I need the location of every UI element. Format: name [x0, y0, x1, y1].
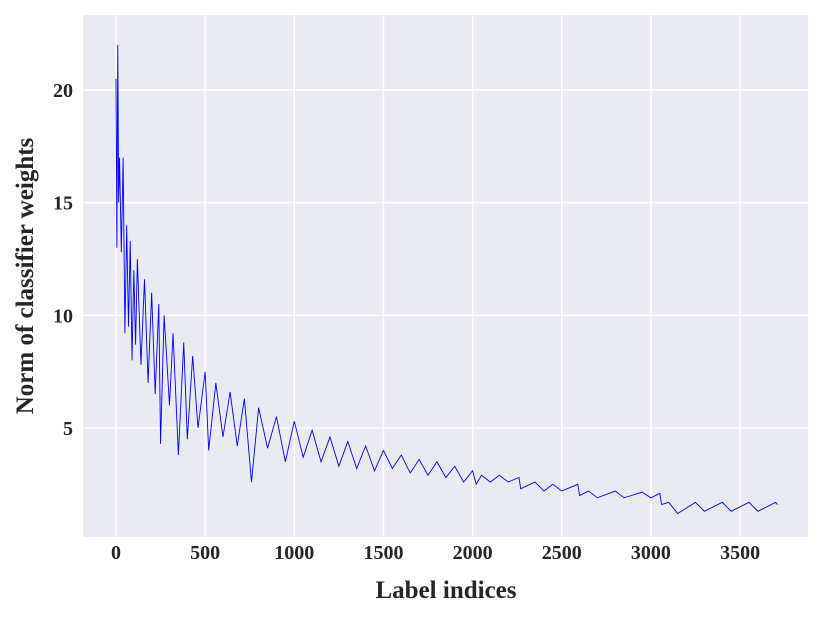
x-tick-label: 3500 — [720, 542, 760, 564]
plot-area — [83, 15, 808, 537]
y-tick-label: 15 — [53, 193, 73, 215]
y-axis-label: Norm of classifier weights — [12, 137, 39, 414]
x-tick-label: 500 — [190, 542, 220, 564]
y-tick-label: 20 — [53, 80, 73, 102]
x-tick-label: 1500 — [363, 542, 403, 564]
x-axis-label: Label indices — [376, 577, 517, 604]
x-tick-label: 2500 — [542, 542, 582, 564]
x-tick-label: 1000 — [274, 542, 314, 564]
y-tick-label: 5 — [63, 418, 73, 440]
x-tick-label: 0 — [111, 542, 121, 564]
x-tick-label: 2000 — [453, 542, 493, 564]
data-line — [115, 44, 778, 515]
x-tick-label: 3000 — [631, 542, 671, 564]
y-tick-label: 10 — [53, 305, 73, 327]
